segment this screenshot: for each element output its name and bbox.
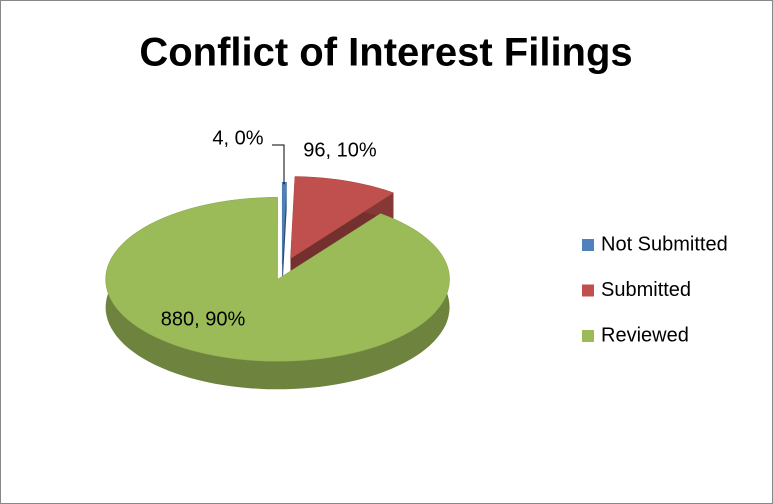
legend-swatch: [582, 330, 594, 342]
slice: [290, 176, 394, 259]
data-label: 4, 0%: [212, 127, 263, 149]
leader-line: [272, 144, 285, 185]
legend-swatch: [582, 284, 594, 297]
legend-swatch: [582, 239, 594, 251]
slice: [105, 197, 450, 362]
data-label: 880, 90%: [161, 308, 246, 330]
legend-label: Not Submitted: [601, 233, 728, 255]
data-label: 96, 10%: [303, 139, 377, 161]
legend-label: Submitted: [601, 279, 691, 301]
legend-label: Reviewed: [601, 324, 689, 346]
chart-title: Conflict of Interest Filings: [139, 31, 632, 75]
